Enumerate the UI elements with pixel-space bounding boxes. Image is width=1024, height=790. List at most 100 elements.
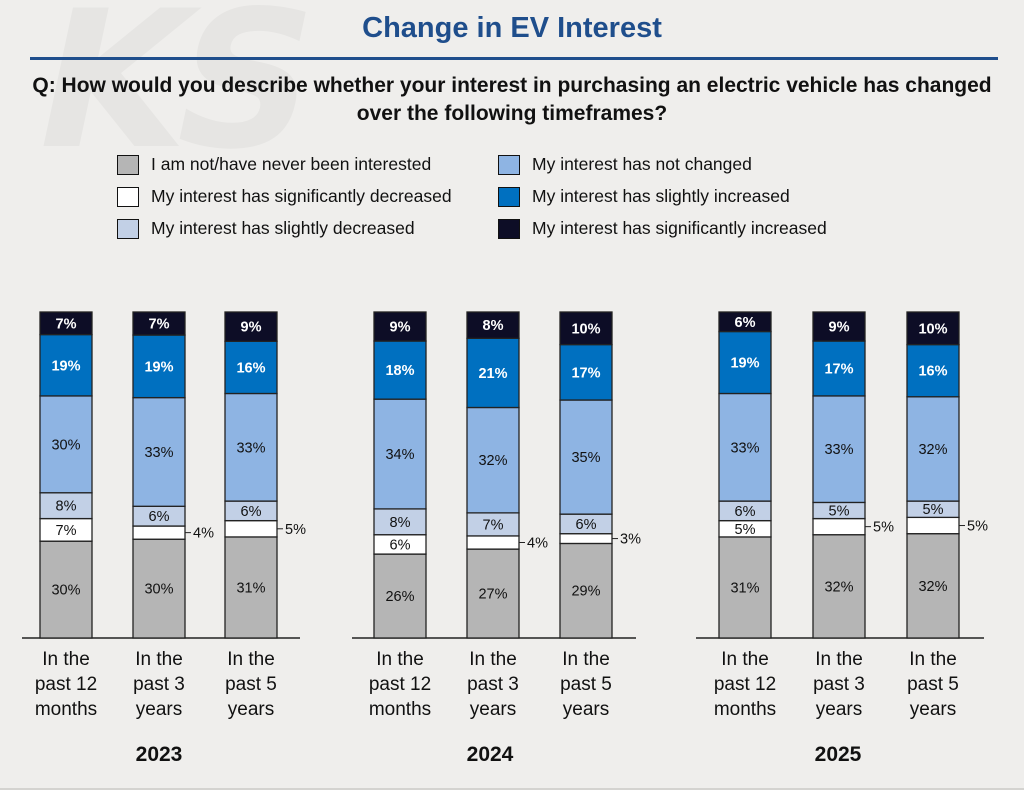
data-label: 17%	[571, 365, 600, 381]
legend-label: My interest has slightly increased	[532, 186, 790, 206]
data-label: 5%	[967, 519, 988, 535]
data-label: 8%	[56, 499, 77, 515]
x-tick-label: In the	[376, 649, 424, 670]
data-label: 19%	[144, 359, 173, 375]
x-tick-label: past 12	[714, 674, 776, 695]
legend-swatch	[498, 154, 520, 175]
x-tick-label: past 5	[907, 674, 959, 695]
bottom-divider	[0, 788, 1024, 790]
data-label: 7%	[483, 517, 504, 533]
data-label: 9%	[829, 320, 850, 336]
bar-segment	[466, 311, 520, 339]
data-label: 35%	[571, 450, 600, 466]
legend-label: My interest has significantly increased	[532, 218, 827, 238]
x-tick-label: years	[470, 699, 516, 720]
bar-segment	[812, 311, 866, 342]
data-label: 7%	[56, 316, 77, 332]
data-label: 10%	[571, 321, 600, 337]
data-label: 6%	[390, 537, 411, 553]
bar-segment	[466, 535, 520, 550]
data-label: 5%	[735, 522, 756, 538]
data-label: 30%	[51, 583, 80, 599]
bar-segment	[373, 340, 427, 400]
year-label: 2024	[467, 743, 514, 766]
data-label: 30%	[51, 437, 80, 453]
legend-label: My interest has slightly decreased	[151, 218, 415, 238]
data-label: 31%	[730, 580, 759, 596]
bar-segment	[906, 396, 960, 502]
data-label: 6%	[241, 504, 262, 520]
year-label: 2023	[136, 743, 183, 766]
x-tick-label: past 5	[225, 674, 277, 695]
data-label: 5%	[285, 522, 306, 538]
data-label: 10%	[918, 321, 947, 337]
data-label: 5%	[873, 520, 894, 536]
bar-segment	[132, 538, 186, 639]
bar-segment	[373, 311, 427, 342]
bar-segment	[224, 311, 278, 342]
bar-segment	[466, 406, 520, 514]
legend-item: My interest has slightly decreased	[117, 218, 415, 239]
bar-segment	[373, 398, 427, 510]
x-tick-label: In the	[562, 649, 610, 670]
data-label: 32%	[478, 453, 507, 469]
data-label: 19%	[730, 356, 759, 372]
bar-segment	[718, 330, 772, 395]
data-label: 33%	[730, 440, 759, 456]
chart-title: Change in EV Interest	[362, 12, 662, 44]
data-label: 6%	[735, 315, 756, 331]
bar-segment	[812, 517, 866, 536]
x-tick-label: years	[228, 699, 274, 720]
legend-label: My interest has significantly decreased	[151, 186, 452, 206]
data-label: 30%	[144, 582, 173, 598]
data-label: 7%	[56, 523, 77, 539]
x-tick-label: In the	[721, 649, 769, 670]
data-label: 33%	[824, 442, 853, 458]
data-label: 32%	[918, 442, 947, 458]
bar-segment	[812, 395, 866, 504]
bar-segment	[559, 533, 613, 545]
legend-label: I am not/have never been interested	[151, 154, 432, 174]
bar-segment	[559, 311, 613, 346]
x-tick-label: In the	[909, 649, 957, 670]
data-label: 19%	[51, 358, 80, 374]
bar-segment	[39, 395, 93, 494]
data-label: 8%	[483, 318, 504, 334]
data-label: 9%	[241, 320, 262, 336]
x-tick-label: months	[35, 699, 97, 720]
data-label: 9%	[390, 320, 411, 336]
bar-segment	[224, 519, 278, 538]
x-tick-label: years	[136, 699, 182, 720]
legend-swatch	[117, 218, 139, 239]
x-tick-label: In the	[227, 649, 275, 670]
data-label: 4%	[193, 526, 214, 542]
bar-segment	[132, 311, 186, 336]
bar-segment	[906, 516, 960, 535]
data-label: 32%	[824, 579, 853, 595]
data-label: 27%	[478, 587, 507, 603]
bar-segment	[718, 392, 772, 502]
x-tick-label: In the	[469, 649, 517, 670]
data-label: 3%	[620, 532, 641, 548]
x-tick-label: years	[816, 699, 862, 720]
legend-swatch	[117, 154, 139, 175]
bar-segment	[559, 399, 613, 515]
x-tick-label: past 12	[369, 674, 431, 695]
data-label: 29%	[571, 584, 600, 600]
data-label: 5%	[829, 504, 850, 520]
title-underline	[30, 57, 998, 60]
data-label: 21%	[478, 366, 507, 382]
bar-segment	[39, 540, 93, 639]
year-label: 2025	[815, 743, 862, 766]
data-label: 33%	[144, 445, 173, 461]
x-tick-label: In the	[135, 649, 183, 670]
bar-segment	[132, 334, 186, 399]
legend-item: My interest has not changed	[498, 154, 752, 175]
data-label: 8%	[390, 515, 411, 531]
x-tick-label: past 3	[133, 674, 185, 695]
bar-segment	[718, 311, 772, 333]
data-label: 18%	[385, 363, 414, 379]
x-tick-label: past 5	[560, 674, 612, 695]
data-label: 5%	[923, 502, 944, 518]
bar-segment	[559, 542, 613, 639]
